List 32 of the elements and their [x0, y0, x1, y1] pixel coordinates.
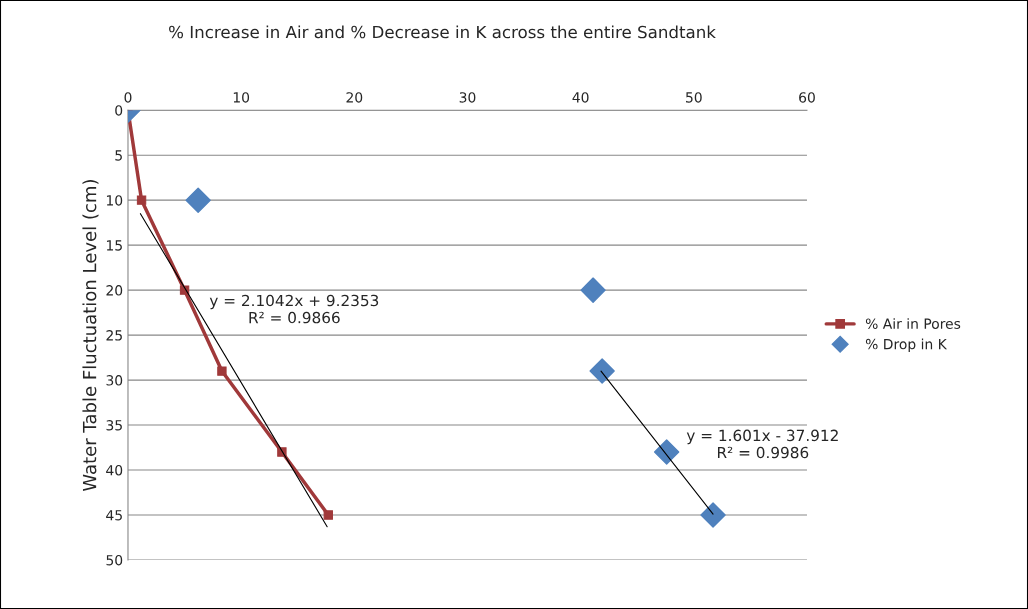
point [700, 502, 726, 528]
point [217, 366, 227, 376]
x-tick-label: 40 [572, 92, 589, 103]
y-tick-label: 10 [106, 195, 123, 206]
x-tick-label: 50 [686, 92, 702, 103]
point [185, 187, 211, 213]
legend-label: % Drop in K [865, 338, 948, 353]
chart-title: % Increase in Air and % Decrease in K across the entire Sandtank [169, 25, 716, 39]
y-tick-label: 30 [106, 375, 123, 386]
x-tick-label: 10 [233, 92, 250, 103]
x-tick-label: 0 [124, 92, 132, 103]
y-tick-label: 20 [106, 285, 123, 296]
point [323, 510, 333, 520]
y-tick-label: 15 [106, 240, 122, 251]
annotation: y = 1.601x - 37.912 R² = 0.9986 [686, 429, 838, 459]
annotation: y = 2.1042x + 9.2353 R² = 0.9866 [209, 294, 379, 324]
y-tick-label: 25 [106, 330, 122, 341]
y-tick-label: 35 [106, 420, 122, 431]
y-tick-label: 40 [106, 464, 123, 476]
y-tick-label: 5 [115, 150, 122, 161]
x-tick-label: 30 [459, 92, 476, 103]
y-tick-label: 0 [115, 105, 123, 116]
y-axis-title: Water Table Fluctuation Level (cm) [82, 180, 99, 492]
y-tick-label: 45 [106, 510, 122, 521]
x-tick-label: 20 [346, 92, 363, 103]
point [580, 277, 606, 303]
y-tick-label: 50 [106, 554, 123, 566]
x-tick-label: 60 [799, 92, 815, 103]
legend-label: % Air in Pores [865, 318, 961, 329]
point [653, 439, 680, 465]
point [589, 358, 615, 384]
point [136, 195, 147, 205]
